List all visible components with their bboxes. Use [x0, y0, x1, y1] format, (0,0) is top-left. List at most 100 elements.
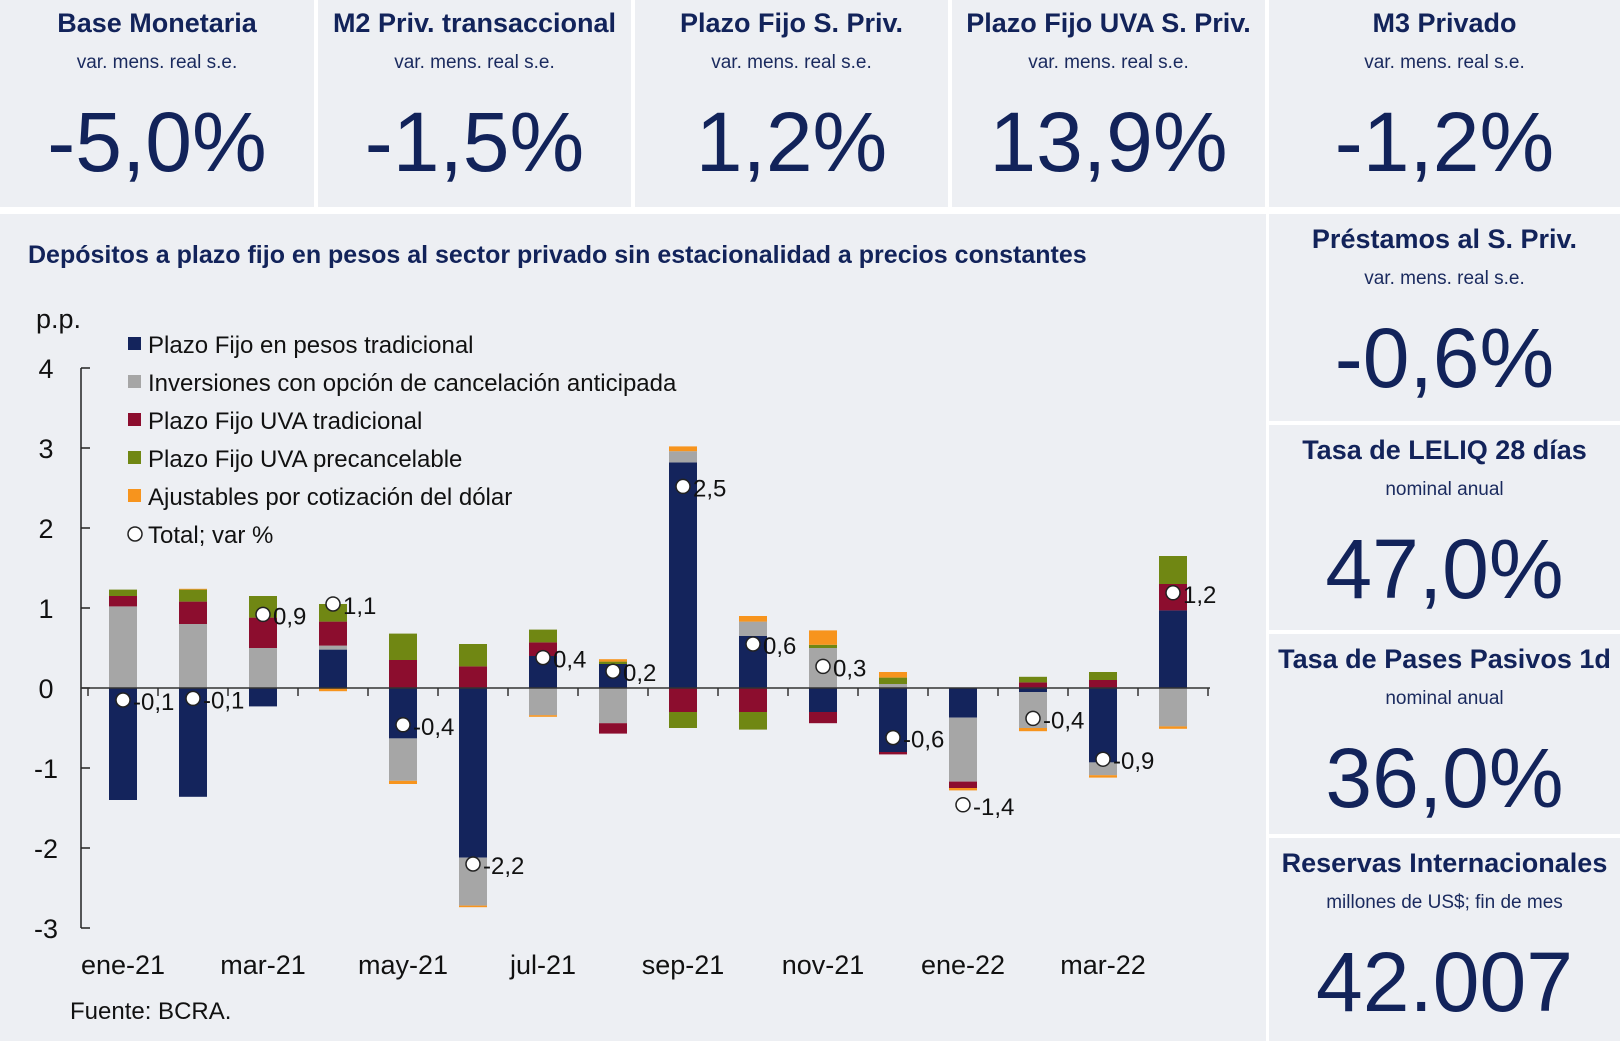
- bar-segment: [179, 589, 207, 602]
- total-data-label: 0,9: [273, 603, 306, 630]
- chart-title: Depósitos a plazo fijo en pesos al secto…: [28, 241, 1087, 269]
- bar-segment: [179, 624, 207, 688]
- bar-segment: [739, 616, 767, 622]
- indicator-title: Base Monetaria: [57, 8, 257, 38]
- total-point: [185, 690, 201, 707]
- legend-label: Plazo Fijo en pesos tradicional: [148, 332, 474, 359]
- indicator-title: Reservas Internacionales: [1281, 848, 1608, 878]
- y-tick-label: 3: [38, 434, 53, 464]
- x-tick-label: mar-22: [1060, 950, 1146, 980]
- indicator-title: Tasa de Pases Pasivos 1d: [1278, 644, 1611, 674]
- y-axis-unit-label: p.p.: [36, 304, 81, 334]
- legend-marker-total: [127, 526, 143, 542]
- bar-segment: [599, 659, 627, 662]
- bar-segment: [459, 688, 487, 858]
- bar-segment: [599, 723, 627, 734]
- bar-segment: [389, 780, 417, 784]
- bar-segment: [879, 677, 907, 684]
- bar-segment: [879, 672, 907, 678]
- indicator-value: 1,2%: [695, 95, 888, 189]
- indicator-title: M3 Privado: [1372, 8, 1517, 38]
- indicator-panel-plazo-fijo-uva: Plazo Fijo UVA S. Priv. var. mens. real …: [952, 0, 1265, 207]
- indicator-title: Préstamos al S. Priv.: [1311, 224, 1578, 254]
- total-data-label: -0,4: [1043, 707, 1084, 734]
- indicator-subtitle: var. mens. real s.e.: [711, 52, 872, 73]
- bar-segment: [319, 645, 347, 650]
- indicator-subtitle: var. mens. real s.e.: [1364, 52, 1525, 73]
- bar-segment: [319, 688, 347, 692]
- total-data-label: -0,1: [133, 689, 174, 716]
- total-data-label: -2,2: [483, 853, 524, 880]
- bar-segment: [599, 661, 627, 664]
- indicator-subtitle: var. mens. real s.e.: [1364, 268, 1525, 289]
- x-tick-label: nov-21: [782, 950, 865, 980]
- legend-label: Total; var %: [148, 522, 273, 549]
- bar-segment: [949, 688, 977, 718]
- indicator-value: 13,9%: [989, 95, 1228, 189]
- bar-segment: [809, 630, 837, 645]
- indicator-panel-pases-pasivos: Tasa de Pases Pasivos 1d nominal anual 3…: [1269, 634, 1620, 834]
- indicator-title: Tasa de LELIQ 28 días: [1302, 435, 1587, 465]
- bar-segment: [879, 752, 907, 755]
- bar-segment: [809, 712, 837, 724]
- total-point: [955, 797, 971, 813]
- indicator-value: -1,5%: [364, 95, 585, 189]
- total-data-label: 1,1: [343, 593, 376, 620]
- indicator-value: 42.007: [1316, 935, 1573, 1029]
- indicator-subtitle: var. mens. real s.e.: [1028, 52, 1189, 73]
- indicator-panel-leliq: Tasa de LELIQ 28 días nominal anual 47,0…: [1269, 425, 1620, 630]
- bar-segment: [1089, 762, 1117, 776]
- bar-segment: [529, 715, 557, 717]
- bar-segment: [739, 621, 767, 636]
- bar-segment: [389, 633, 417, 660]
- total-data-label: 0,6: [763, 633, 796, 660]
- bar-segment: [1159, 556, 1187, 584]
- stacked-bar-chart: 4 3 2 1 0 -1 -2 -3 p.p. ene-21 mar-21 may-21 jul-21 s…: [34, 304, 1216, 1025]
- indicator-title: Plazo Fijo S. Priv.: [679, 8, 904, 38]
- bar-segment: [1089, 680, 1117, 688]
- bar-segment: [249, 617, 277, 648]
- total-point: [1095, 751, 1111, 767]
- bar-segment: [1019, 682, 1047, 688]
- total-point: [605, 663, 621, 679]
- bar-segment: [669, 446, 697, 452]
- bar-segment: [459, 644, 487, 667]
- total-point: [1165, 585, 1181, 601]
- bar-segment: [1089, 775, 1117, 778]
- indicator-panel-reservas: Reservas Internacionales millones de US$…: [1269, 838, 1620, 1041]
- total-data-label: -0,4: [413, 714, 454, 741]
- bar-segment: [1089, 672, 1117, 680]
- bar-segment: [739, 688, 767, 712]
- bar-segment: [1159, 688, 1187, 727]
- total-point: [255, 606, 271, 623]
- y-tick-label: -2: [34, 834, 58, 864]
- x-tick-label: ene-22: [921, 950, 1005, 980]
- bar-segment: [319, 621, 347, 646]
- bar-segment: [249, 648, 277, 688]
- x-tick-label: mar-21: [220, 950, 306, 980]
- legend-swatch: [128, 337, 141, 350]
- indicator-subtitle: var. mens. real s.e.: [394, 52, 555, 73]
- total-data-label: 0,2: [623, 660, 656, 687]
- bar-segment: [739, 712, 767, 730]
- total-point: [675, 478, 691, 495]
- bar-segment: [389, 660, 417, 688]
- legend-swatch: [128, 375, 141, 388]
- indicator-subtitle: millones de US$; fin de mes: [1326, 892, 1563, 913]
- total-point: [535, 649, 551, 666]
- total-data-label: 1,2: [1183, 582, 1216, 609]
- legend-swatch: [128, 451, 141, 464]
- bar-segment: [949, 717, 977, 782]
- x-tick-label: may-21: [358, 950, 448, 980]
- total-point: [745, 636, 761, 652]
- legend-swatch: [128, 413, 141, 426]
- total-data-label: -0,1: [203, 687, 244, 714]
- bar-segment: [669, 451, 697, 463]
- bar-segment: [179, 588, 207, 590]
- chart-panel: Depósitos a plazo fijo en pesos al secto…: [0, 214, 1266, 1041]
- indicator-subtitle: nominal anual: [1385, 688, 1504, 709]
- indicator-subtitle: var. mens. real s.e.: [76, 52, 238, 73]
- bar-segment: [529, 688, 557, 716]
- x-tick-label: ene-21: [81, 950, 165, 980]
- indicator-panel-prestamos: Préstamos al S. Priv. var. mens. real s.…: [1269, 214, 1620, 421]
